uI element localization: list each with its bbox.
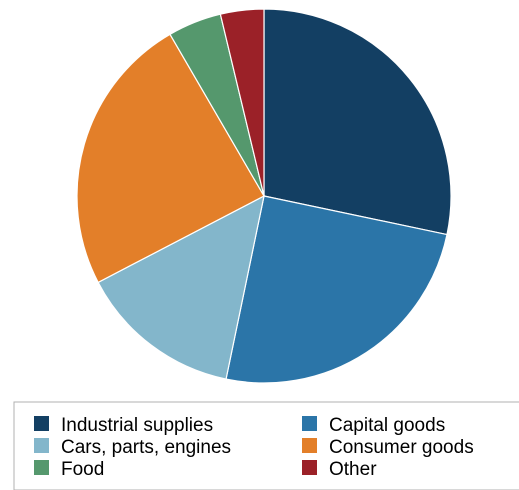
legend-label-other: Other — [329, 459, 377, 480]
pie-slice-industrial-supplies — [263, 8, 452, 236]
legend-label-food: Food — [61, 459, 104, 480]
legend-swatch-consumer-goods — [302, 438, 317, 453]
legend-swatch-food — [34, 460, 49, 475]
pie-slice-cars-parts-engines — [97, 194, 265, 380]
pie-slice-capital-goods — [225, 195, 448, 384]
legend: Industrial supplies Capital goods Cars, pa… — [13, 401, 519, 490]
legend-label-capital-goods: Capital goods — [329, 415, 445, 436]
pie-slice-consumer-goods — [76, 33, 265, 284]
legend-swatch-industrial-supplies — [34, 416, 49, 431]
legend-frame — [13, 401, 519, 490]
legend-items: Industrial supplies Capital goods Cars, pa… — [34, 415, 474, 480]
legend-label-cars-parts-engines: Cars, parts, engines — [61, 437, 231, 458]
legend-label-industrial-supplies: Industrial supplies — [61, 415, 213, 436]
legend-swatch-cars-parts-engines — [34, 438, 49, 453]
legend-swatch-other — [302, 460, 317, 475]
pie-slice-other — [219, 8, 265, 197]
legend-swatch-capital-goods — [302, 416, 317, 431]
legend-label-consumer-goods: Consumer goods — [329, 437, 474, 458]
pie-slices — [76, 8, 452, 384]
